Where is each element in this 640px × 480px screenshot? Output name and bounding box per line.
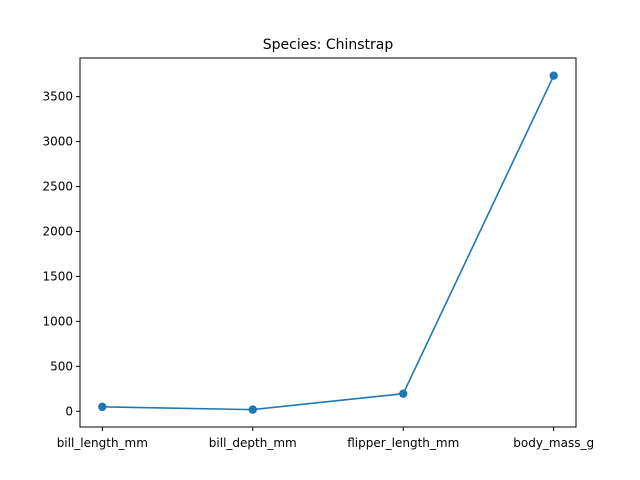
y-tick-label: 2500 xyxy=(42,180,73,194)
y-tick-label: 500 xyxy=(50,359,73,373)
data-point xyxy=(549,71,558,80)
y-axis: 0 500 1000 1500 2000 2500 3000 3500 xyxy=(42,90,80,418)
series-line xyxy=(102,75,555,411)
data-point xyxy=(399,389,408,398)
y-tick-label: 3500 xyxy=(42,90,73,104)
x-tick-label: body_mass_g xyxy=(513,436,594,450)
series-layer xyxy=(98,71,558,414)
y-tick-label: 1000 xyxy=(42,314,73,328)
x-tick-label: bill_depth_mm xyxy=(209,436,297,450)
y-tick-label: 1500 xyxy=(42,269,73,283)
plot-area xyxy=(79,57,577,428)
data-point xyxy=(248,405,257,414)
x-tick-label: bill_length_mm xyxy=(57,436,148,450)
y-tick-label: 2000 xyxy=(42,224,73,238)
chart-title: Species: Chinstrap xyxy=(263,37,394,53)
y-tick-label: 3000 xyxy=(42,135,73,149)
data-point xyxy=(98,402,107,412)
x-axis: bill_length_mm bill_depth_mm flipper_lengt… xyxy=(57,427,594,450)
y-tick-label: 0 xyxy=(65,404,73,418)
x-tick-label: flipper_length_mm xyxy=(347,436,459,450)
